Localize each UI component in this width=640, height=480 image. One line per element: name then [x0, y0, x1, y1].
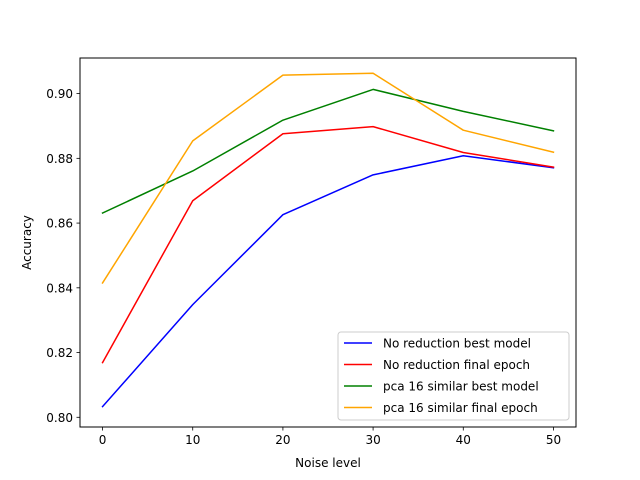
x-tick-label: 20 [275, 433, 290, 447]
y-axis-ticks: 0.80 0.82 0.84 0.86 0.88 0.90 [46, 87, 80, 425]
legend-label: pca 16 similar final epoch [383, 401, 538, 415]
legend-label: pca 16 similar best model [383, 380, 539, 394]
y-tick-label: 0.80 [46, 411, 73, 425]
series-line-4 [101, 72, 555, 284]
series-line-1 [101, 155, 555, 408]
x-axis-ticks: 0 10 20 30 40 50 [99, 427, 561, 447]
x-tick-label: 50 [546, 433, 561, 447]
legend-label: No reduction best model [383, 337, 531, 351]
legend-label: No reduction final epoch [383, 358, 530, 372]
x-tick-label: 10 [185, 433, 200, 447]
y-tick-label: 0.84 [46, 281, 73, 295]
y-tick-label: 0.90 [46, 87, 73, 101]
x-tick-label: 0 [99, 433, 107, 447]
series-line-3 [101, 88, 555, 215]
plot-frame [79, 57, 577, 428]
legend-box [337, 331, 570, 421]
y-tick-label: 0.82 [46, 346, 73, 360]
series-lines [101, 72, 555, 408]
series-line-2 [101, 125, 555, 364]
x-tick-label: 40 [456, 433, 471, 447]
y-tick-label: 0.88 [46, 152, 73, 166]
legend: No reduction best model No reduction fina… [337, 331, 570, 421]
y-tick-label: 0.86 [46, 217, 73, 231]
x-tick-label: 30 [365, 433, 380, 447]
x-axis-label: Noise level [295, 456, 361, 470]
y-axis-label: Accuracy [20, 215, 34, 270]
